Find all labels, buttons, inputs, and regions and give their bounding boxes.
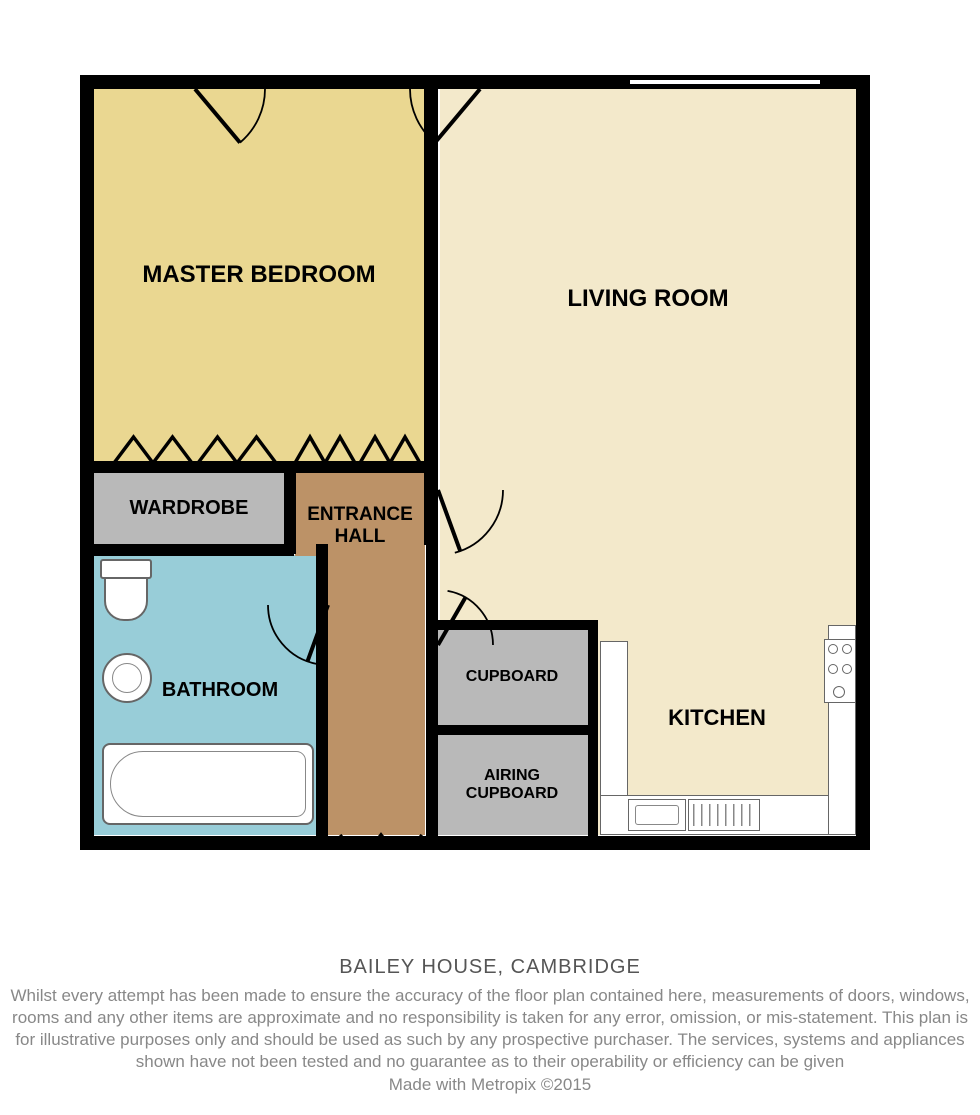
wall xyxy=(284,472,296,554)
fixture-bathtub-inner xyxy=(110,751,306,817)
wall xyxy=(426,725,596,735)
label-wardrobe: WARDROBE xyxy=(130,497,249,520)
property-title: BAILEY HOUSE, CAMBRIDGE xyxy=(8,956,972,979)
room-airing-cupboard: AIRING CUPBOARD xyxy=(436,735,588,835)
wall xyxy=(856,75,870,850)
wall xyxy=(80,75,94,850)
label-master-bedroom: MASTER BEDROOM xyxy=(142,261,375,289)
label-living-room: LIVING ROOM xyxy=(567,285,728,313)
wall xyxy=(588,620,598,836)
wall xyxy=(80,836,870,850)
fixture-toilet-cistern xyxy=(100,559,152,579)
room-living-room: LIVING ROOM xyxy=(440,89,856,649)
room-cupboard: CUPBOARD xyxy=(436,630,588,725)
fill-bath-hall xyxy=(295,544,316,556)
fill-living-kitchen xyxy=(598,615,856,645)
fixture-sink-inner xyxy=(112,663,142,693)
wall xyxy=(426,544,438,836)
label-airing-cupboard: AIRING CUPBOARD xyxy=(466,767,558,804)
room-wardrobe: WARDROBE xyxy=(94,472,284,544)
disclaimer-text: Whilst every attempt has been made to en… xyxy=(8,985,972,1073)
footer: BAILEY HOUSE, CAMBRIDGE Whilst every att… xyxy=(0,956,980,1095)
fixture-hob xyxy=(824,639,856,703)
wall xyxy=(316,544,328,836)
credit-text: Made with Metropix ©2015 xyxy=(8,1075,972,1095)
label-entrance-hall: ENTRANCE HALL xyxy=(307,504,413,548)
wall xyxy=(94,544,294,556)
wall xyxy=(424,75,438,545)
window-living xyxy=(630,77,820,87)
fixture-drainer xyxy=(688,799,760,831)
floorplan-container: MASTER BEDROOM LIVING ROOM WARDROBE ENTR… xyxy=(80,75,870,850)
wall xyxy=(94,461,434,473)
label-cupboard: CUPBOARD xyxy=(466,668,558,686)
fixture-kitchen-sink xyxy=(628,799,686,831)
room-master-bedroom: MASTER BEDROOM xyxy=(94,89,424,461)
label-kitchen: KITCHEN xyxy=(668,705,766,730)
label-bathroom: BATHROOM xyxy=(162,679,278,702)
wall xyxy=(426,620,596,630)
